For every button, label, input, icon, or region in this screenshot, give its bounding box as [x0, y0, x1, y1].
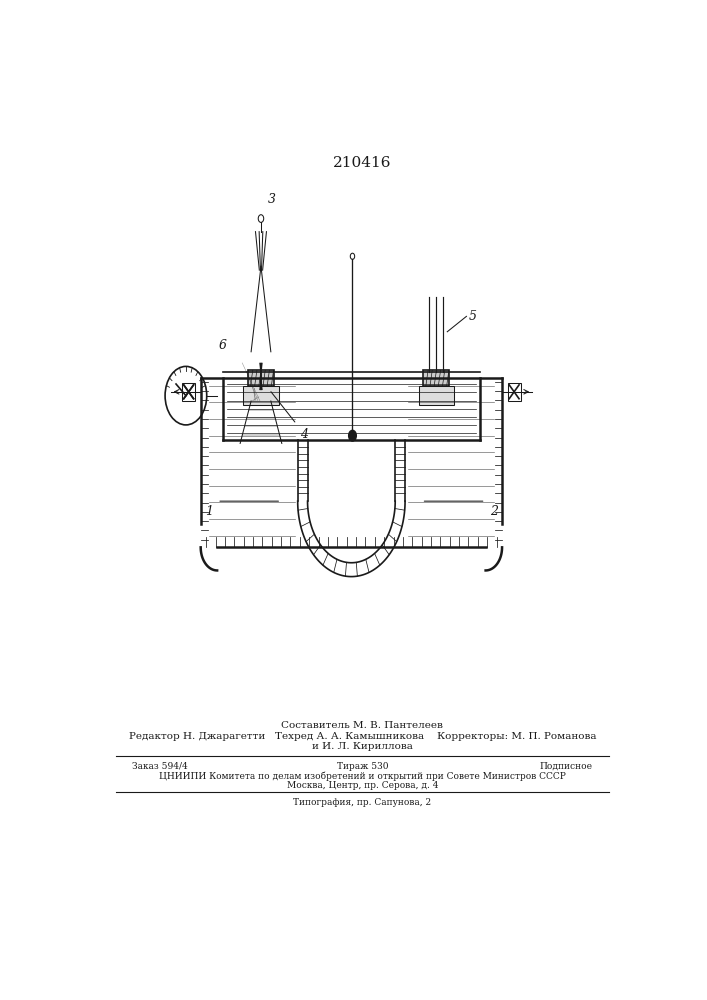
- FancyBboxPatch shape: [182, 383, 195, 401]
- Circle shape: [349, 430, 356, 441]
- Text: 3: 3: [268, 193, 276, 206]
- Text: Тираж 530: Тираж 530: [337, 762, 388, 771]
- Text: 6: 6: [218, 339, 227, 352]
- Text: Москва, Центр, пр. Серова, д. 4: Москва, Центр, пр. Серова, д. 4: [286, 781, 438, 790]
- Text: Подписное: Подписное: [539, 762, 592, 771]
- FancyBboxPatch shape: [419, 386, 454, 405]
- Text: Типография, пр. Сапунова, 2: Типография, пр. Сапунова, 2: [293, 798, 431, 807]
- Text: 1: 1: [205, 505, 213, 518]
- Text: 4: 4: [300, 428, 308, 441]
- Text: Заказ 594/4: Заказ 594/4: [132, 762, 188, 771]
- Text: 210416: 210416: [333, 156, 392, 170]
- Text: Редактор Н. Джарагетти   Техред А. А. Камышникова    Корректоры: М. П. Романова: Редактор Н. Джарагетти Техред А. А. Камы…: [129, 732, 596, 741]
- Text: Составитель М. В. Пантелеев: Составитель М. В. Пантелеев: [281, 721, 443, 730]
- Text: ЦНИИПИ Комитета по делам изобретений и открытий при Совете Министров СССР: ЦНИИПИ Комитета по делам изобретений и о…: [159, 771, 566, 781]
- FancyBboxPatch shape: [508, 383, 520, 401]
- FancyBboxPatch shape: [423, 370, 450, 386]
- Text: 5: 5: [469, 310, 477, 323]
- FancyBboxPatch shape: [243, 386, 279, 405]
- Text: и И. Л. Кириллова: и И. Л. Кириллова: [312, 742, 413, 751]
- FancyBboxPatch shape: [248, 370, 274, 386]
- Text: 2: 2: [490, 505, 498, 518]
